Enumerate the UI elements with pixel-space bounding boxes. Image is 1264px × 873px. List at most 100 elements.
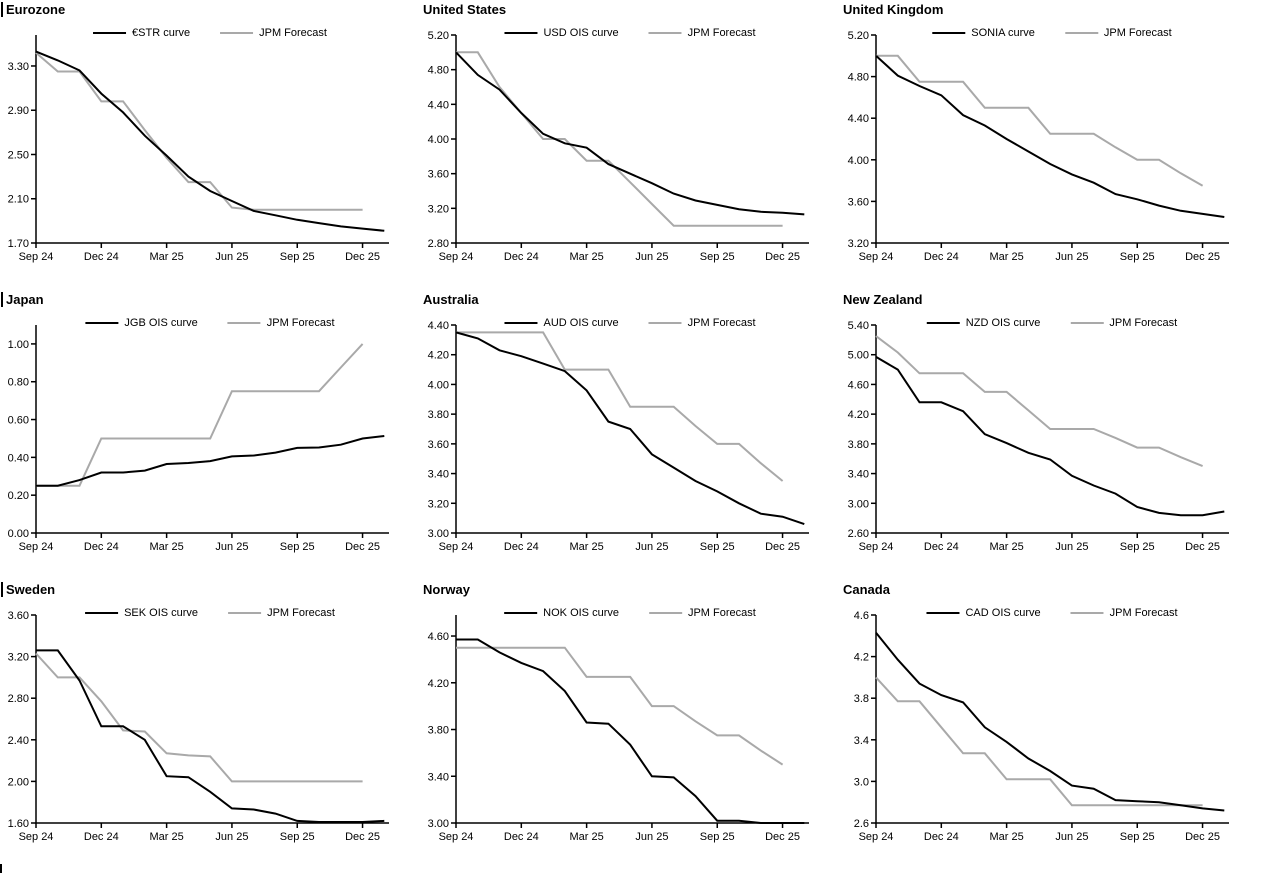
- y-tick-label: 4.40: [428, 320, 449, 332]
- x-tick-label: Mar 25: [569, 831, 603, 843]
- x-tick-label: Mar 25: [149, 541, 183, 553]
- legend-label-ois: NZD OIS curve: [965, 317, 1041, 329]
- y-tick-label: 3.60: [8, 610, 29, 622]
- y-tick-label: 3.8: [854, 693, 869, 705]
- y-tick-label: 3.0: [854, 776, 869, 788]
- y-tick-label: 3.30: [8, 61, 29, 73]
- x-tick-label: Dec 25: [345, 541, 380, 553]
- y-tick-label: 3.20: [428, 498, 449, 510]
- legend-item-forecast: JPM Forecast: [220, 27, 327, 39]
- x-tick-label: Sep 24: [19, 251, 54, 263]
- legend-label-ois: €STR curve: [132, 27, 191, 39]
- x-tick-label: Mar 25: [149, 251, 183, 263]
- x-tick-label: Mar 25: [569, 541, 603, 553]
- y-tick-label: 3.60: [428, 169, 449, 181]
- chart-legend: JGB OIS curve JPM Forecast: [85, 317, 335, 329]
- x-tick-label: Jun 25: [1055, 541, 1088, 553]
- chart-title-row: Eurozone: [1, 2, 65, 17]
- y-tick-label: 2.80: [8, 693, 29, 705]
- y-tick-label: 3.60: [848, 196, 869, 208]
- chart-title: United States: [423, 2, 507, 17]
- chart-title: Japan: [6, 292, 44, 307]
- legend-label-forecast: JPM Forecast: [687, 27, 756, 39]
- ois-line-swatch: [932, 32, 966, 34]
- y-tick-label: 4.00: [848, 155, 869, 167]
- x-tick-label: Dec 24: [504, 831, 539, 843]
- legend-item-ois: CAD OIS curve: [926, 607, 1041, 619]
- legend-label-forecast: JPM Forecast: [266, 317, 335, 329]
- legend-label-forecast: JPM Forecast: [1109, 607, 1178, 619]
- x-tick-label: Sep 24: [859, 251, 894, 263]
- forecast-line-swatch: [227, 322, 261, 324]
- chart-cell: New Zealand NZD OIS curve JPM Forecast 5…: [840, 290, 1264, 580]
- y-tick-label: 5.00: [848, 350, 869, 362]
- chart-title-row: Norway: [423, 582, 470, 597]
- chart-legend: NOK OIS curve JPM Forecast: [504, 607, 756, 619]
- y-tick-label: 2.80: [428, 238, 449, 250]
- legend-item-ois: SEK OIS curve: [85, 607, 198, 619]
- title-accent-bar: [1, 292, 3, 307]
- y-tick-label: 3.20: [848, 238, 869, 250]
- y-tick-label: 3.40: [428, 771, 449, 783]
- forecast-line: [36, 343, 364, 487]
- ois-line-swatch: [93, 32, 127, 34]
- chart-cell: Australia AUD OIS curve JPM Forecast 4.4…: [420, 290, 840, 580]
- x-tick-label: Sep 25: [700, 251, 735, 263]
- x-tick-label: Sep 24: [859, 831, 894, 843]
- chart-cell: Canada CAD OIS curve JPM Forecast 4.6 4.2…: [840, 580, 1264, 873]
- x-tick-label: Sep 24: [439, 251, 474, 263]
- legend-item-ois: AUD OIS curve: [504, 317, 619, 329]
- y-tick-label: 0.00: [8, 528, 29, 540]
- legend-item-ois: €STR curve: [93, 27, 190, 39]
- x-tick-label: Sep 24: [19, 541, 54, 553]
- ois-line-swatch: [504, 612, 538, 614]
- chart-legend: AUD OIS curve JPM Forecast: [504, 317, 756, 329]
- legend-item-forecast: JPM Forecast: [1070, 317, 1177, 329]
- chart-title-row: Japan: [1, 292, 44, 307]
- chart-title: Norway: [423, 582, 470, 597]
- y-tick-label: 4.6: [854, 610, 869, 622]
- ois-curve-line: [35, 50, 385, 232]
- x-tick-label: Dec 25: [345, 251, 380, 263]
- x-tick-label: Sep 24: [859, 541, 894, 553]
- legend-item-ois: NZD OIS curve: [926, 317, 1041, 329]
- x-tick-label: Dec 25: [765, 541, 800, 553]
- legend-item-ois: SONIA curve: [932, 27, 1035, 39]
- ois-line-swatch: [926, 322, 960, 324]
- y-tick-label: 4.00: [428, 134, 449, 146]
- ois-line-swatch: [85, 322, 119, 324]
- x-tick-label: Jun 25: [635, 251, 668, 263]
- y-tick-label: 2.6: [854, 818, 869, 830]
- legend-label-forecast: JPM Forecast: [1103, 27, 1172, 39]
- ois-curve-line: [456, 638, 805, 824]
- x-tick-label: Jun 25: [635, 831, 668, 843]
- y-tick-label: 2.60: [848, 528, 869, 540]
- y-tick-label: 1.00: [8, 339, 29, 351]
- ois-curve-line: [875, 55, 1225, 218]
- forecast-line: [35, 51, 363, 211]
- y-tick-label: 0.60: [8, 415, 29, 427]
- title-accent-bar: [1, 2, 3, 17]
- x-tick-label: Dec 25: [1185, 251, 1220, 263]
- x-tick-label: Sep 25: [1120, 541, 1155, 553]
- x-tick-label: Sep 25: [700, 541, 735, 553]
- forecast-line-swatch: [1070, 322, 1104, 324]
- legend-item-forecast: JPM Forecast: [227, 317, 335, 329]
- chart-title: Canada: [843, 582, 890, 597]
- y-tick-label: 4.80: [428, 65, 449, 77]
- legend-label-ois: SONIA curve: [971, 27, 1035, 39]
- forecast-line-swatch: [220, 32, 254, 34]
- x-tick-label: Sep 25: [700, 831, 735, 843]
- ois-curve-line: [36, 649, 385, 823]
- chart-title-row: United States: [423, 2, 506, 17]
- x-tick-label: Mar 25: [989, 831, 1023, 843]
- y-tick-label: 4.20: [428, 350, 449, 362]
